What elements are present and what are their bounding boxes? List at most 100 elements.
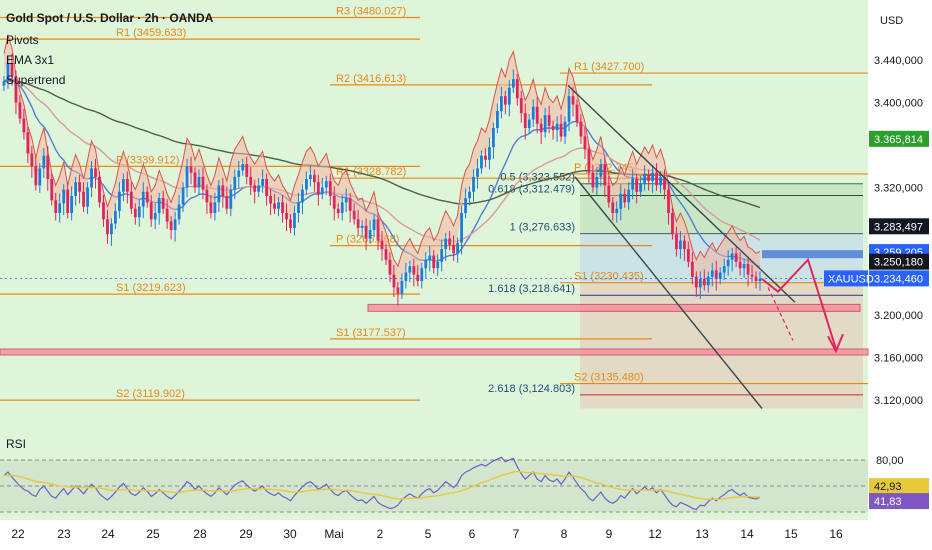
candle-body [340,202,344,213]
pivot-label: P (3265.268) [336,234,399,246]
pivot-label: S1 (3177.537) [336,327,406,339]
candle-body [285,213,288,220]
candle-body [619,193,623,209]
candle-body [432,255,436,269]
candle-body [388,259,392,275]
price-tag-label: 3.234,460 [874,273,923,285]
candle-body [686,249,690,262]
indicator-supertrend: Supertrend [6,73,65,87]
candle-body [400,281,404,294]
candle-body [488,147,491,160]
candle-body [499,96,503,111]
candle-body [726,259,730,267]
projection-path [761,257,837,350]
candle-body [452,244,456,254]
pivot-label: R1 (3459.633) [116,27,186,39]
trend-channel[interactable] [567,84,796,409]
rsi-tag [869,493,929,510]
candle-body [543,115,547,133]
symbol-title: Gold Spot / U.S. Dollar · 2h · OANDA [6,11,214,25]
candle-body [193,172,197,188]
price-tag-label: 3.365,814 [874,134,923,146]
candle-body [690,261,694,277]
candle-body [86,187,89,207]
candle-body [579,121,583,137]
candle-body [539,123,543,133]
candle-body [587,149,591,173]
candle-body [647,174,650,182]
candle-body [14,75,18,103]
candle-body [416,274,420,281]
time-tick-label: 8 [561,527,568,541]
rsi-level-label: 80,00 [876,455,904,467]
currency-label[interactable]: USD [880,15,903,27]
candle-body [217,185,221,203]
candle-body [261,179,265,186]
candle-body [253,185,257,192]
candle-body [424,259,428,269]
time-axis-panel[interactable] [0,520,868,550]
candle-body [738,261,742,269]
candle-body [364,225,368,239]
candle-body [706,276,710,286]
candle-body [694,276,698,288]
candle-body [476,168,479,177]
candle-body [157,198,161,213]
candle-body [34,166,38,186]
candle-body [233,176,237,190]
candle-body [70,196,74,213]
arrow-head [827,333,844,354]
fib-label: 2.618 (3,124.803) [488,383,575,395]
candle-body [336,208,340,213]
candle-body [344,198,348,203]
time-tick-label: 30 [283,527,297,541]
candle-body [54,200,58,213]
candle-body [535,106,539,124]
candle-body [372,219,376,230]
candle-body [611,202,615,213]
candle-body [153,213,157,220]
candle-body [742,264,746,269]
candle-body [356,219,360,228]
candle-body [714,270,718,279]
price-tag-label: 3.283,497 [874,221,923,233]
candle-body [547,115,551,126]
candle-body [165,208,169,222]
candle-body [722,266,726,273]
legend: Gold Spot / U.S. Dollar · 2h · OANDA Piv… [6,11,214,87]
channel-upper-line [567,84,796,303]
fib-label: 1.618 (3,218.641) [488,283,575,295]
candle-body [408,266,412,273]
candle-body [197,176,201,188]
candle-body [257,185,261,192]
support-zone-upper [367,303,861,312]
candle-body [480,155,483,169]
pivot-label: R1 (3427.700) [574,61,644,73]
indicator-ema: EMA 3x1 [6,53,54,67]
candle-body [507,87,511,105]
candle-body [531,106,535,120]
candle-body [297,202,300,213]
candle-body [277,202,280,209]
candle-body [221,185,225,196]
candle-body [289,219,292,228]
candle-body [145,191,149,203]
candle-body [328,181,332,196]
pivot-label: S2 (3119.902) [116,388,185,400]
candle-body [201,176,205,190]
candle-body [663,176,666,190]
candle-body [241,164,245,171]
candle-body [730,253,734,260]
price-tick-label: 3.120,000 [874,395,923,407]
candle-body [114,210,117,224]
zones-layer [0,183,869,409]
candle-body [659,176,662,186]
price-tick-label: 3.400,000 [874,98,923,110]
candle-body [137,206,141,218]
candle-body [6,63,10,82]
candle-body [308,174,312,179]
candle-body [503,96,507,105]
candle-body [599,164,603,177]
